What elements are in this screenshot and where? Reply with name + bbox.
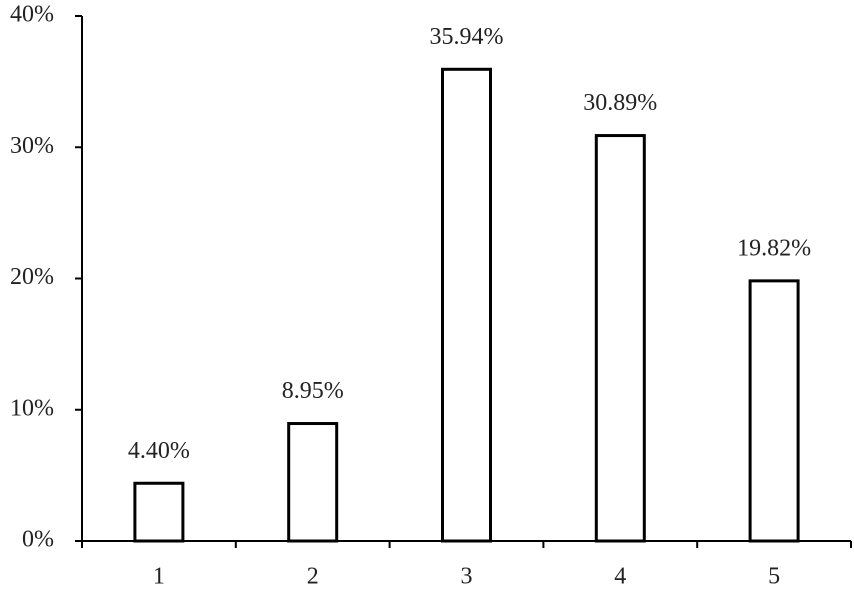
value-label: 35.94%: [430, 24, 504, 50]
x-tick-label: 3: [461, 564, 473, 590]
value-label: 19.82%: [737, 235, 811, 261]
bar: [748, 279, 800, 543]
y-tick-label: 10%: [10, 395, 54, 421]
value-label: 30.89%: [583, 90, 657, 116]
bar: [441, 67, 492, 543]
value-label: 8.95%: [282, 378, 344, 404]
bar: [594, 134, 646, 543]
y-tick-label: 30%: [10, 133, 54, 159]
y-tick-label: 0%: [22, 527, 54, 553]
x-tick-label: 4: [614, 564, 626, 590]
y-tick-label: 40%: [10, 2, 54, 28]
bar: [287, 422, 339, 543]
value-label: 4.40%: [128, 438, 190, 464]
x-tick-label: 5: [768, 564, 780, 590]
bar: [133, 481, 185, 543]
x-tick-label: 2: [307, 564, 319, 590]
y-tick-label: 20%: [10, 264, 54, 290]
x-tick-label: 1: [153, 564, 165, 590]
